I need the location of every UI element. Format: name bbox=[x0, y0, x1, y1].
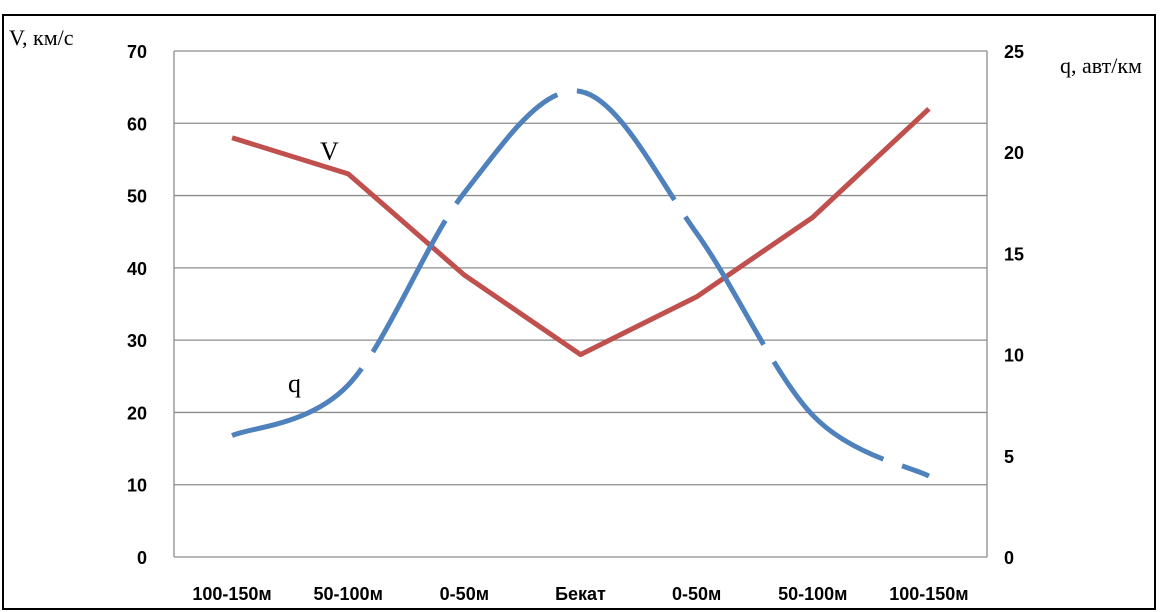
series-label-v: V bbox=[320, 137, 339, 166]
x-tick-label: 100-150м bbox=[889, 584, 968, 604]
right-tick-label: 5 bbox=[1004, 447, 1014, 467]
series-label-q: q bbox=[288, 369, 301, 398]
left-tick-label: 30 bbox=[127, 331, 147, 351]
x-tick-label: 0-50м bbox=[672, 584, 721, 604]
right-tick-label: 20 bbox=[1004, 143, 1024, 163]
left-axis-title: V, км/с bbox=[9, 25, 74, 50]
x-tick-label: 0-50м bbox=[440, 584, 489, 604]
x-tick-label: 50-100м bbox=[778, 584, 847, 604]
left-tick-label: 10 bbox=[127, 476, 147, 496]
series-lines bbox=[231, 88, 931, 479]
chart-frame bbox=[2, 14, 1156, 610]
left-tick-label: 40 bbox=[127, 259, 147, 279]
left-tick-label: 20 bbox=[127, 403, 147, 423]
right-tick-label: 0 bbox=[1004, 548, 1014, 568]
left-tick-label: 50 bbox=[127, 187, 147, 207]
right-axis-title: q, авт/км bbox=[1060, 53, 1142, 78]
right-tick-label: 10 bbox=[1004, 346, 1024, 366]
left-tick-label: 60 bbox=[127, 114, 147, 134]
left-tick-label: 70 bbox=[127, 42, 147, 62]
tick-labels: 0 10 20 30 40 50 60 70 0 5 10 15 20 25 100-150м 50-100м… bbox=[127, 42, 1024, 604]
left-tick-label: 0 bbox=[137, 548, 147, 568]
x-tick-label: 50-100м bbox=[314, 584, 383, 604]
x-tick-label: 100-150м bbox=[192, 584, 271, 604]
right-tick-label: 25 bbox=[1004, 42, 1024, 62]
series-line-v bbox=[231, 107, 931, 358]
right-tick-label: 15 bbox=[1004, 244, 1024, 264]
gridlines bbox=[173, 50, 988, 558]
series-line-q bbox=[231, 88, 931, 479]
x-tick-label: Бекат bbox=[555, 584, 606, 604]
